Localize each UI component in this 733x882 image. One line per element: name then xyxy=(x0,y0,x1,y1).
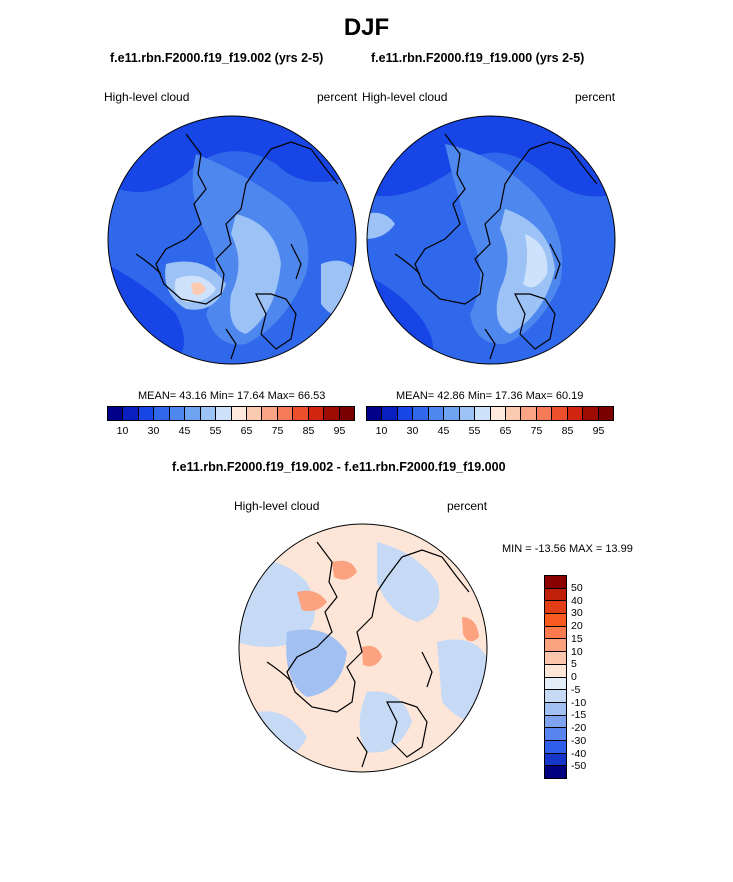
colorbar-tick-label: 65 xyxy=(240,425,253,437)
colorbar-tick-label: -40 xyxy=(571,747,587,760)
colorbar-swatch xyxy=(567,407,584,420)
panel-2-units: percent xyxy=(575,90,616,104)
colorbar-swatch xyxy=(231,407,247,420)
colorbar-tick-label: 95 xyxy=(592,425,605,437)
panel-3-title: f.e11.rbn.F2000.f19_f19.002 - f.e11.rbn.… xyxy=(172,460,506,474)
colorbar-swatch xyxy=(545,728,566,741)
colorbar-swatch xyxy=(169,407,186,420)
colorbar-swatch xyxy=(200,407,217,420)
colorbar-swatch xyxy=(138,407,155,420)
colorbar-swatch xyxy=(413,407,429,420)
colorbar-tick-label: 95 xyxy=(333,425,346,437)
colorbar-tick-label: 55 xyxy=(468,425,481,437)
colorbar-swatch xyxy=(545,576,566,589)
colorbar-swatch xyxy=(262,407,278,420)
panel-3-colorbar xyxy=(544,575,567,779)
colorbar-tick-label: -10 xyxy=(571,696,587,709)
panel-1-colorbar xyxy=(107,406,355,421)
colorbar-tick-label: 45 xyxy=(178,425,191,437)
panel-3-units: percent xyxy=(447,499,488,513)
colorbar-swatch xyxy=(545,715,566,729)
colorbar-swatch xyxy=(246,407,263,420)
colorbar-swatch xyxy=(339,407,354,420)
panel-3-stats: MIN = -13.56 MAX = 13.99 xyxy=(502,543,633,555)
colorbar-tick-label: 65 xyxy=(499,425,512,437)
colorbar-swatch xyxy=(185,407,201,420)
colorbar-tick-label: 20 xyxy=(571,620,583,632)
colorbar-swatch xyxy=(521,407,537,420)
panel-2-variable: High-level cloud xyxy=(362,90,448,104)
panel-1-units: percent xyxy=(317,90,358,104)
colorbar-tick-label: -15 xyxy=(571,709,587,722)
colorbar-tick-label: 10 xyxy=(571,645,583,658)
colorbar-swatch xyxy=(382,407,398,420)
colorbar-swatch xyxy=(545,588,566,602)
colorbar-swatch xyxy=(552,407,568,420)
panel-2-colorbar xyxy=(366,406,614,421)
colorbar-tick-label: 15 xyxy=(571,632,583,645)
colorbar-tick-label: -30 xyxy=(571,734,587,747)
colorbar-swatch xyxy=(545,664,566,678)
colorbar-swatch xyxy=(367,407,383,420)
colorbar-tick-label: 55 xyxy=(209,425,222,437)
panel-1-stats: MEAN= 43.16 Min= 17.64 Max= 66.53 xyxy=(138,390,326,402)
colorbar-tick-label: -5 xyxy=(571,683,581,696)
panel-1-map xyxy=(107,115,357,365)
colorbar-swatch xyxy=(545,753,566,767)
colorbar-swatch xyxy=(545,702,566,716)
colorbar-swatch xyxy=(308,407,325,420)
colorbar-swatch xyxy=(216,407,232,420)
colorbar-swatch xyxy=(545,614,566,627)
colorbar-swatch xyxy=(545,677,566,691)
colorbar-tick-label: 30 xyxy=(571,607,583,620)
panel-1-variable: High-level cloud xyxy=(104,90,190,104)
colorbar-swatch xyxy=(277,407,294,420)
colorbar-tick-label: 75 xyxy=(530,425,543,437)
colorbar-swatch xyxy=(545,766,566,778)
colorbar-swatch xyxy=(324,407,340,420)
panel-3-map xyxy=(238,523,488,773)
colorbar-swatch xyxy=(545,601,566,615)
colorbar-tick-label: 45 xyxy=(437,425,450,437)
colorbar-tick-label: 40 xyxy=(571,594,583,607)
colorbar-swatch xyxy=(293,407,309,420)
colorbar-swatch xyxy=(108,407,124,420)
colorbar-swatch xyxy=(598,407,613,420)
colorbar-tick-label: 30 xyxy=(147,425,160,437)
colorbar-tick-label: -20 xyxy=(571,722,587,734)
colorbar-tick-label: 85 xyxy=(302,425,315,437)
colorbar-tick-label: -50 xyxy=(571,760,587,773)
colorbar-swatch xyxy=(545,690,566,703)
colorbar-tick-label: 10 xyxy=(375,425,388,437)
colorbar-swatch xyxy=(123,407,139,420)
colorbar-swatch xyxy=(428,407,445,420)
colorbar-swatch xyxy=(397,407,414,420)
colorbar-swatch xyxy=(545,626,566,640)
colorbar-swatch xyxy=(545,652,566,665)
colorbar-tick-label: 75 xyxy=(271,425,284,437)
colorbar-swatch xyxy=(505,407,522,420)
colorbar-swatch xyxy=(536,407,553,420)
colorbar-swatch xyxy=(459,407,476,420)
colorbar-swatch xyxy=(545,639,566,653)
colorbar-tick-label: 10 xyxy=(116,425,129,437)
colorbar-tick-label: 50 xyxy=(571,581,583,594)
colorbar-swatch xyxy=(154,407,170,420)
colorbar-swatch xyxy=(444,407,460,420)
colorbar-tick-label: 30 xyxy=(406,425,419,437)
panel-1-title: f.e11.rbn.F2000.f19_f19.002 (yrs 2-5) xyxy=(110,51,324,65)
panel-2-title: f.e11.rbn.F2000.f19_f19.000 (yrs 2-5) xyxy=(371,51,585,65)
colorbar-swatch xyxy=(583,407,599,420)
panel-2-map xyxy=(366,115,616,365)
colorbar-swatch xyxy=(490,407,506,420)
panel-2-stats: MEAN= 42.86 Min= 17.36 Max= 60.19 xyxy=(396,390,584,402)
colorbar-tick-label: 0 xyxy=(571,671,577,683)
colorbar-tick-label: 85 xyxy=(561,425,574,437)
colorbar-tick-label: 5 xyxy=(571,658,577,671)
colorbar-swatch xyxy=(545,740,566,754)
colorbar-swatch xyxy=(475,407,491,420)
figure-title: DJF xyxy=(343,14,390,41)
panel-3-variable: High-level cloud xyxy=(234,499,320,513)
